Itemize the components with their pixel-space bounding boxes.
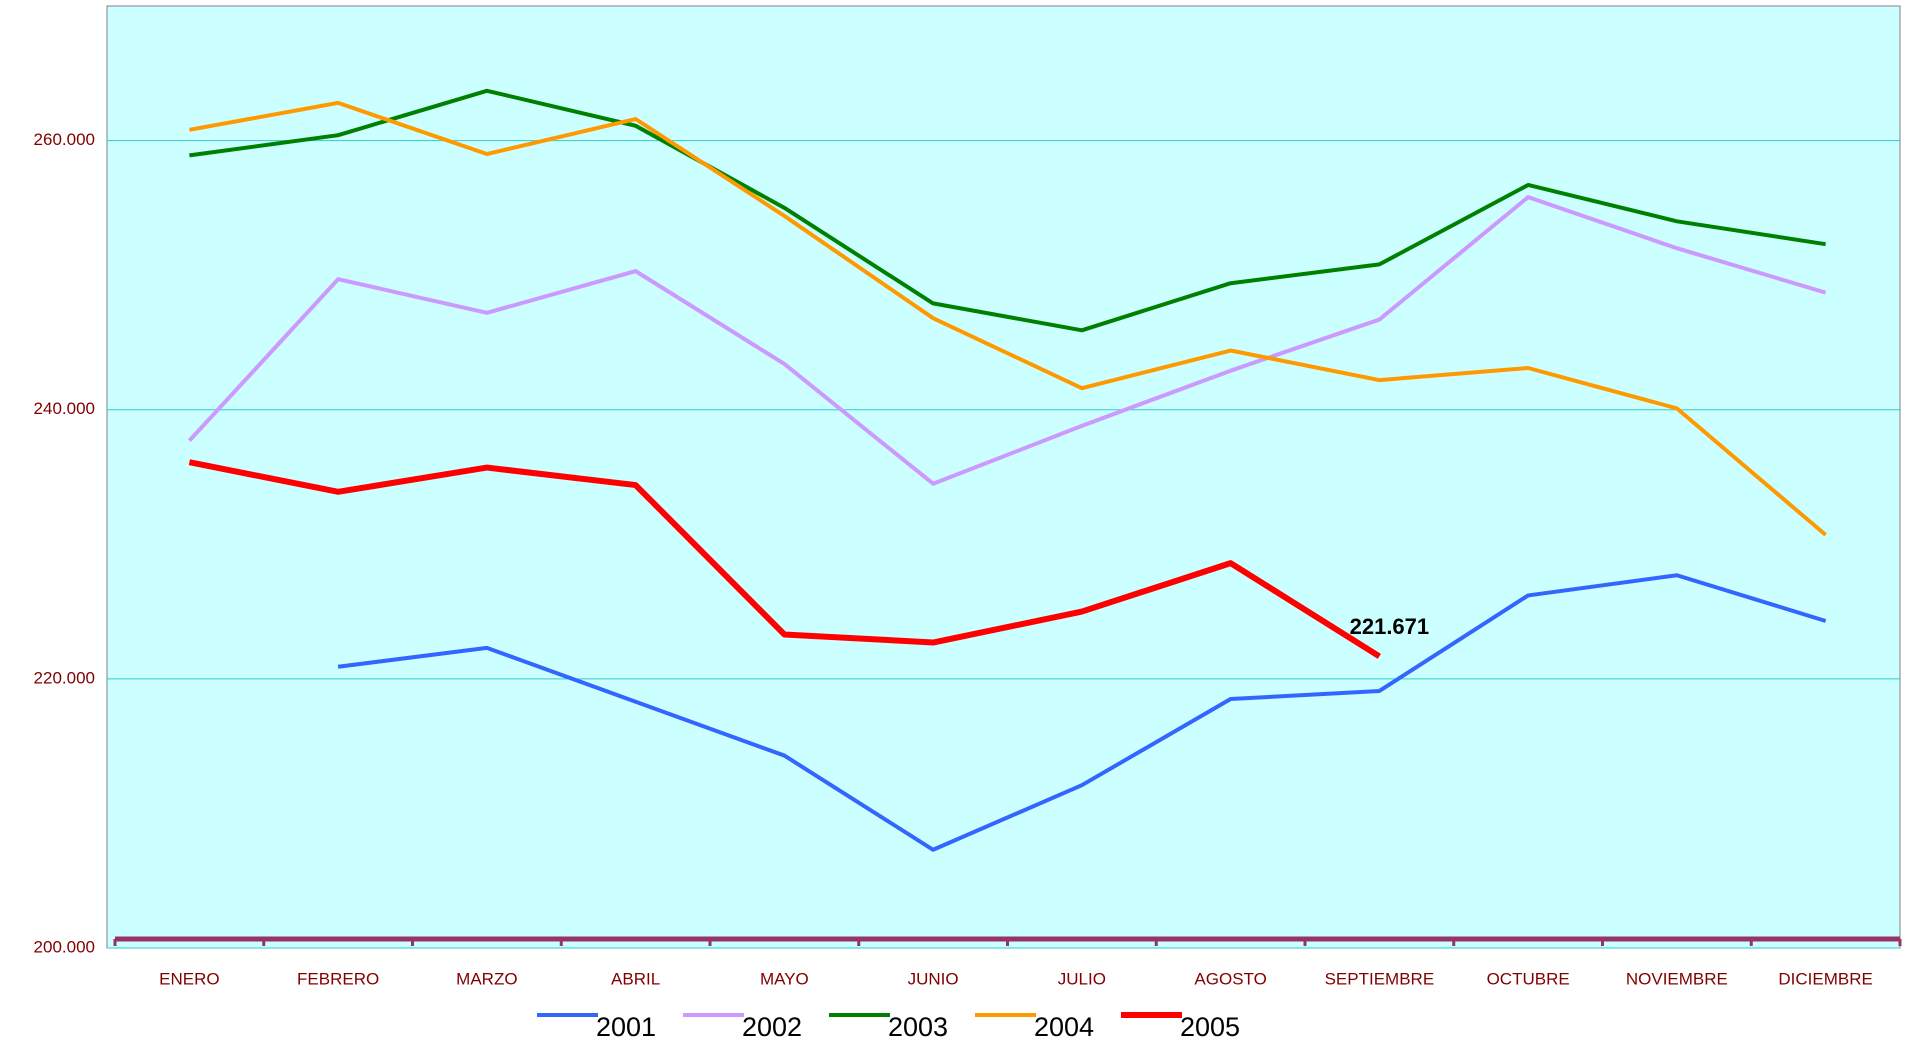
x-tick-label: JUNIO bbox=[908, 969, 959, 988]
y-tick-label: 260.000 bbox=[34, 130, 95, 149]
x-tick-label: MARZO bbox=[456, 969, 517, 988]
x-tick-label: FEBRERO bbox=[297, 969, 379, 988]
x-tick-label: AGOSTO bbox=[1194, 969, 1266, 988]
series-line bbox=[187, 195, 1827, 486]
x-tick-label: ABRIL bbox=[611, 969, 660, 988]
series-line bbox=[189, 100, 1827, 537]
x-tick-label: NOVIEMBRE bbox=[1626, 969, 1728, 988]
y-tick-label: 200.000 bbox=[34, 937, 95, 956]
data-label: 221.671 bbox=[1350, 614, 1430, 639]
y-tick-label: 220.000 bbox=[34, 668, 95, 687]
legend-label: 2003 bbox=[888, 1012, 948, 1042]
x-tick-label: ENERO bbox=[159, 969, 219, 988]
x-tick-label: OCTUBRE bbox=[1487, 969, 1570, 988]
series-line bbox=[188, 459, 1381, 659]
legend-label: 2005 bbox=[1180, 1012, 1240, 1042]
legend-label: 2001 bbox=[596, 1012, 656, 1042]
y-tick-label: 240.000 bbox=[34, 399, 95, 418]
x-tick-label: MAYO bbox=[760, 969, 809, 988]
legend-label: 2002 bbox=[742, 1012, 802, 1042]
series-line bbox=[189, 88, 1826, 333]
plot-area bbox=[106, 5, 1901, 949]
series-line bbox=[337, 573, 1827, 852]
x-tick-label: SEPTIEMBRE bbox=[1325, 969, 1435, 988]
x-tick-label: DICIEMBRE bbox=[1778, 969, 1872, 988]
x-tick-label: JULIO bbox=[1058, 969, 1106, 988]
legend-label: 2004 bbox=[1034, 1012, 1094, 1042]
